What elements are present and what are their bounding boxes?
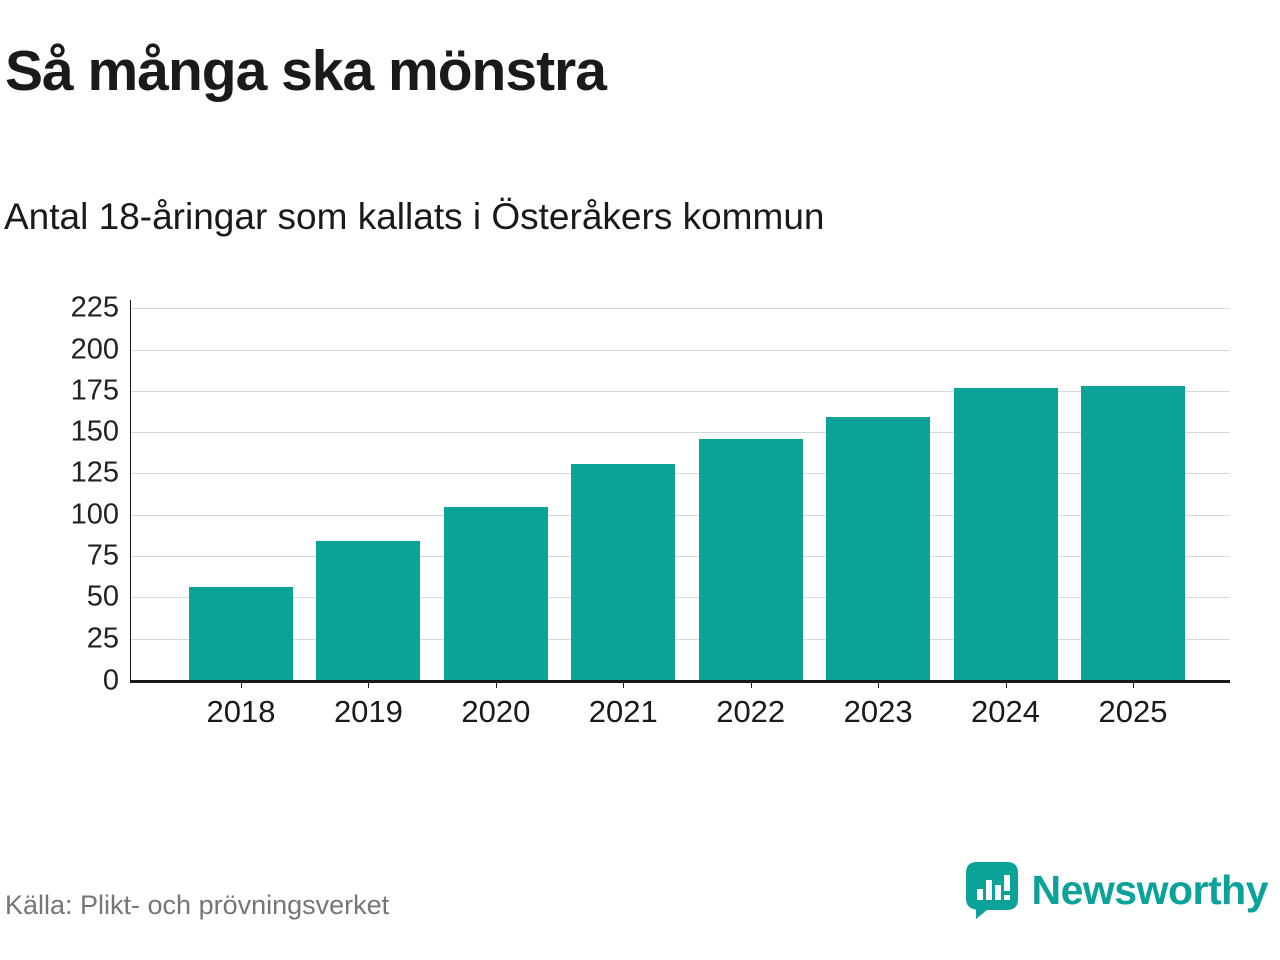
gridline-50 [131, 597, 1230, 599]
x-axis-tick-label-2025: 2025 [1098, 694, 1168, 729]
y-axis-tick-label-225: 225 [70, 291, 119, 324]
gridline-225 [131, 308, 1230, 310]
y-axis-tick-label-200: 200 [70, 333, 119, 366]
chart-subtitle: Antal 18-åringar som kallats i Österåker… [4, 196, 825, 237]
y-axis-tick-label-50: 50 [86, 580, 119, 613]
bar-2024 [953, 387, 1058, 680]
y-axis-tick-label-125: 125 [70, 456, 119, 489]
bar-2022 [698, 438, 803, 680]
x-axis-tick-2018 [241, 680, 242, 688]
gridline-75 [131, 556, 1230, 558]
x-axis-tick-2025 [1133, 680, 1134, 688]
x-axis-tick-label-2018: 2018 [206, 694, 276, 729]
bar-2025 [1080, 385, 1185, 680]
gridline-150 [131, 432, 1230, 434]
bars-container [189, 300, 1185, 680]
x-axis-tick-2022 [750, 680, 752, 688]
x-axis-labels: 2018 2019 2020 2021 2022 2023 2024 2025 [189, 694, 1185, 730]
x-axis-tick-label-2023: 2023 [843, 694, 913, 729]
y-axis-tick-label-0: 0 [102, 664, 119, 697]
chart-title: Så många ska mönstra [5, 39, 607, 103]
x-axis-tick-label-2021: 2021 [588, 694, 658, 729]
y-axis-tick-label-75: 75 [86, 539, 119, 572]
x-axis-tick-2024 [1005, 680, 1007, 688]
bar-2020 [443, 506, 548, 680]
x-axis-tick-2023 [878, 680, 880, 688]
bar-2018 [189, 587, 293, 680]
bar-2021 [571, 463, 676, 680]
gridline-175 [131, 390, 1230, 392]
y-axis-tick-label-175: 175 [70, 374, 119, 407]
x-axis-tick-2019 [368, 680, 370, 688]
y-axis-tick-label-150: 150 [70, 415, 119, 448]
bar-chart-plot-area: 0 25 50 75 100 125 150 175 200 225 2018 2019 2020 202… [71, 292, 1230, 729]
source-note: Källa: Plikt- och prövningsverket [5, 890, 390, 920]
gridline-200 [131, 349, 1230, 351]
y-axis-tick-label-25: 25 [86, 622, 119, 655]
x-axis-tick-label-2024: 2024 [971, 694, 1041, 729]
x-axis-tick-label-2019: 2019 [333, 694, 403, 729]
gridline-125 [131, 473, 1230, 475]
bar-2023 [826, 417, 931, 680]
gridline-100 [131, 514, 1230, 516]
bar-2019 [316, 541, 421, 680]
x-axis-tick-2021 [623, 680, 625, 688]
newsworthy-logo: Newsworthy [965, 862, 1269, 919]
newsworthy-icon [965, 862, 1018, 919]
x-axis-tick-2020 [495, 680, 497, 688]
newsworthy-wordmark: Newsworthy [1031, 867, 1269, 913]
x-axis-tick-label-2020: 2020 [461, 694, 531, 729]
gridline-25 [131, 638, 1230, 640]
x-axis-tick-label-2022: 2022 [716, 694, 786, 729]
y-axis-tick-label-100: 100 [70, 498, 119, 531]
